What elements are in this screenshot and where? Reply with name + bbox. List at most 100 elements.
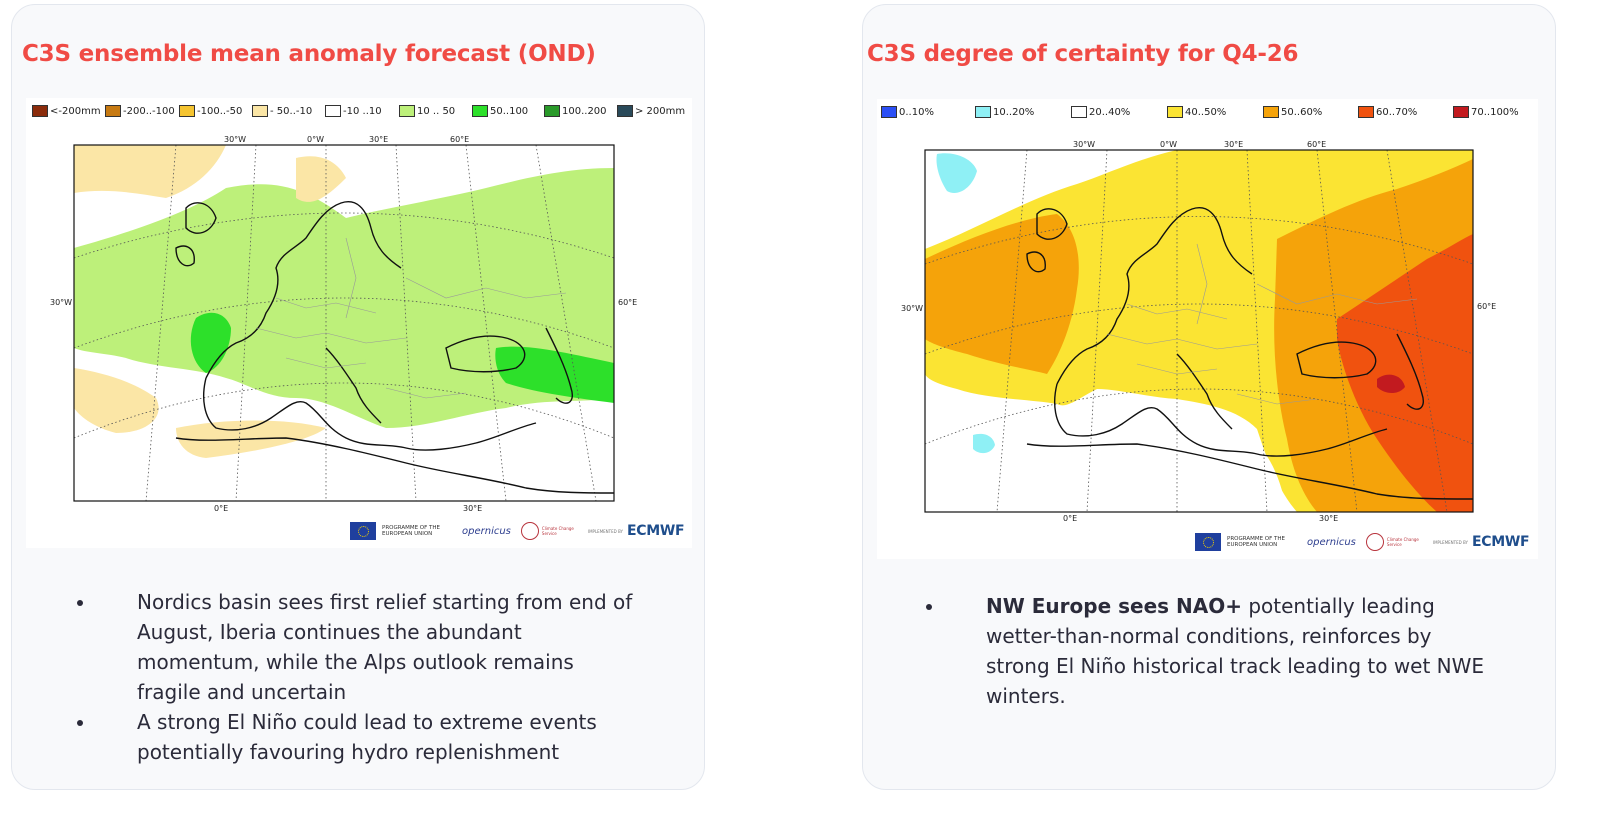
copernicus-logo: opernicus bbox=[462, 525, 511, 537]
lon-label: 0°E bbox=[214, 504, 228, 513]
70-100-percent-area bbox=[1377, 374, 1405, 393]
ecmwf-logo: ECMWF bbox=[1471, 534, 1530, 550]
legend-label: <-200mm bbox=[50, 105, 101, 117]
60-70-percent-area bbox=[1337, 234, 1473, 512]
logo-strip: PROGRAMME OF THE EUROPEAN UNION opernicu… bbox=[350, 514, 690, 548]
insight-bullets: NW Europe sees NAO+ potentially leading … bbox=[926, 591, 1486, 711]
logo-strip: PROGRAMME OF THE EUROPEAN UNION opernicu… bbox=[1195, 525, 1538, 559]
bullet-text: potentially leading wetter-than-normal c… bbox=[986, 594, 1485, 708]
legend-swatch bbox=[1453, 106, 1469, 118]
lon-label: 0°W bbox=[307, 135, 324, 144]
implemented-by-text: IMPLEMENTED BY bbox=[587, 528, 623, 534]
coastlines bbox=[175, 201, 614, 494]
lat-label: 30°W bbox=[901, 304, 923, 313]
legend-swatch bbox=[472, 105, 488, 117]
legend-label: 40..50% bbox=[1185, 106, 1227, 118]
legend-label: -100..-50 bbox=[197, 105, 243, 117]
bullet-dot-icon bbox=[77, 600, 83, 606]
map-border bbox=[73, 144, 615, 502]
eu-flag-icon bbox=[1195, 533, 1221, 551]
lon-label: 30°W bbox=[1073, 140, 1095, 149]
legend-swatch bbox=[399, 105, 415, 117]
legend-swatch bbox=[617, 105, 633, 117]
legend-label: 50..100 bbox=[490, 105, 529, 117]
lat-label: 60°E bbox=[618, 298, 637, 307]
borders bbox=[255, 237, 567, 399]
wet-anomaly-area bbox=[495, 346, 614, 403]
legend-item: <-200mm bbox=[32, 104, 101, 118]
legend-label: 20..40% bbox=[1089, 106, 1131, 118]
legend-label: -200..-100 bbox=[123, 105, 175, 117]
legend-label: 10 .. 50 bbox=[417, 105, 456, 117]
lon-label: 60°E bbox=[1307, 140, 1326, 149]
dry-anomaly-area bbox=[296, 156, 346, 202]
bullet-dot-icon bbox=[77, 720, 83, 726]
legend-item: > 200mm bbox=[617, 104, 685, 118]
borders bbox=[1106, 243, 1418, 405]
bullet-text: Nordics basin sees first relief starting… bbox=[137, 590, 633, 704]
legend-label: 0..10% bbox=[899, 106, 934, 118]
implemented-by-text: IMPLEMENTED BY bbox=[1432, 539, 1468, 545]
legend-item: 70..100% bbox=[1453, 105, 1519, 119]
legend-label: 70..100% bbox=[1471, 106, 1519, 118]
map-graphic: 30°W 0°W 30°E 60°E 30°W 60°E 0°E 30°E bbox=[50, 135, 637, 513]
graticule bbox=[74, 145, 614, 501]
climate-service-text: Climate Change Service bbox=[1386, 537, 1419, 547]
coastlines bbox=[1026, 207, 1473, 500]
ecmwf-logo: ECMWF bbox=[626, 523, 685, 539]
lat-label: 60°E bbox=[1477, 302, 1496, 311]
legend-label: -10 ..10 bbox=[343, 105, 382, 117]
precip-anomaly-map: <-200mm -200..-100 -100..-50 - 50..-10 -… bbox=[26, 98, 692, 548]
panel-title: C3S degree of certainty for Q4-26 bbox=[867, 41, 1299, 67]
legend-swatch bbox=[1071, 106, 1087, 118]
certainty-card: C3S degree of certainty for Q4-26 0..10%… bbox=[862, 4, 1556, 790]
legend-swatch bbox=[881, 106, 897, 118]
legend-item: 60..70% bbox=[1358, 105, 1417, 119]
legend-item: 10..20% bbox=[975, 105, 1034, 119]
10-20-percent-area bbox=[936, 153, 977, 193]
legend-label: 100..200 bbox=[562, 105, 607, 117]
legend-item: 40..50% bbox=[1167, 105, 1226, 119]
legend-item: -200..-100 bbox=[105, 104, 175, 118]
legend-swatch bbox=[32, 105, 48, 117]
legend-swatch bbox=[1167, 106, 1183, 118]
map-legend: <-200mm -200..-100 -100..-50 - 50..-10 -… bbox=[26, 98, 692, 122]
lon-label: 30°E bbox=[1319, 514, 1338, 523]
lon-label: 30°W bbox=[224, 135, 246, 144]
panel-title: C3S ensemble mean anomaly forecast (OND) bbox=[22, 41, 596, 67]
climate-service-text: Climate Change Service bbox=[541, 526, 574, 536]
20-40-percent-area bbox=[925, 419, 1287, 512]
legend-item: 100..200 bbox=[544, 104, 607, 118]
lon-label: 30°E bbox=[369, 135, 388, 144]
copernicus-logo: opernicus bbox=[1307, 536, 1356, 548]
lat-label: 30°W bbox=[50, 298, 72, 307]
bullet-bold-text: NW Europe sees NAO+ bbox=[986, 594, 1242, 618]
bullet-dot-icon bbox=[926, 604, 932, 610]
programme-text: PROGRAMME OF THE EUROPEAN UNION bbox=[1227, 536, 1286, 548]
bullet-item: Nordics basin sees first relief starting… bbox=[77, 587, 637, 707]
eu-flag-icon bbox=[350, 522, 376, 540]
dry-anomaly-area bbox=[74, 368, 159, 433]
precip-anomaly-card: C3S ensemble mean anomaly forecast (OND)… bbox=[11, 4, 705, 790]
lon-label: 30°E bbox=[463, 504, 482, 513]
legend-swatch bbox=[105, 105, 121, 117]
wet-anomaly-area bbox=[190, 312, 231, 373]
dry-anomaly-area bbox=[74, 145, 226, 198]
climate-service-icon bbox=[1365, 533, 1384, 551]
lon-label: 0°E bbox=[1063, 514, 1077, 523]
legend-swatch bbox=[975, 106, 991, 118]
legend-item: 10 .. 50 bbox=[399, 104, 455, 118]
legend-item: 0..10% bbox=[881, 105, 934, 119]
legend-item: 20..40% bbox=[1071, 105, 1130, 119]
map-border bbox=[924, 149, 1474, 513]
legend-swatch bbox=[544, 105, 560, 117]
legend-label: - 50..-10 bbox=[270, 105, 313, 117]
10-20-percent-area bbox=[973, 433, 995, 454]
bullet-item: A strong El Niño could lead to extreme e… bbox=[77, 707, 637, 767]
legend-item: 50..60% bbox=[1263, 105, 1322, 119]
light-green-area bbox=[346, 293, 467, 372]
legend-swatch bbox=[252, 105, 268, 117]
legend-swatch bbox=[1358, 106, 1374, 118]
bullet-text: A strong El Niño could lead to extreme e… bbox=[137, 710, 597, 764]
graticule bbox=[925, 150, 1473, 512]
